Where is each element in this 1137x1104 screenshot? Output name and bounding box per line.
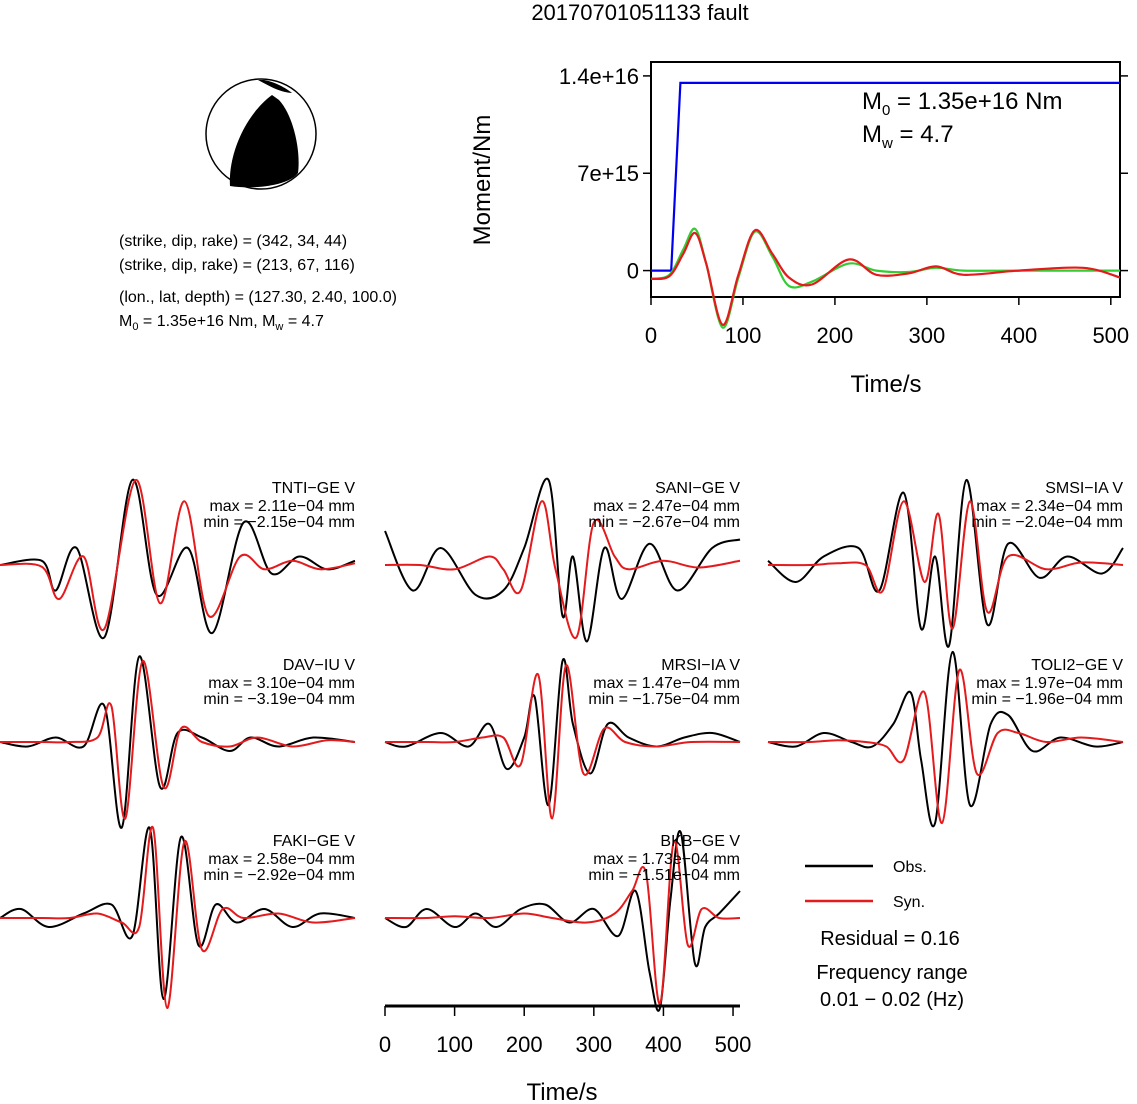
legend-syn-label: Syn. <box>893 894 925 911</box>
moment-xtick-label: 0 <box>645 323 657 348</box>
station-name-label: SANI−GE V <box>655 480 740 497</box>
waveform-obs-line <box>767 478 1124 648</box>
moment-rate-plot: 0 7e+15 1.4e+16 0 100 200 300 400 500 Moment/Nm… <box>469 61 1129 398</box>
moment-xtick-label: 300 <box>909 323 946 348</box>
waveform-obs-line <box>384 830 741 1012</box>
moment-xtick-label: 200 <box>817 323 854 348</box>
waveform-syn-line <box>384 840 741 1005</box>
waveform-obs-line <box>384 477 741 643</box>
waveform-syn-line <box>767 668 1124 825</box>
waveform-obs-line <box>0 655 356 829</box>
moment-ytick-label: 0 <box>627 259 639 284</box>
waveform-x-axis-label: Time/s <box>526 1079 597 1104</box>
waveform-xtick-label: 100 <box>436 1032 473 1057</box>
waveform-xtick-label: 0 <box>379 1032 391 1057</box>
hypocenter: (lon., lat, depth) = (127.30, 2.40, 100.… <box>119 289 397 306</box>
legend-obs-label: Obs. <box>893 859 927 876</box>
moment-xtick-label: 500 <box>1092 323 1129 348</box>
station-name-label: TNTI−GE V <box>272 480 355 497</box>
waveform-time-axis: 0 100 200 300 400 500 Time/s <box>379 1004 752 1104</box>
station-name-label: DAV−IU V <box>283 657 356 674</box>
waveform-xtick-label: 300 <box>575 1032 612 1057</box>
moment-xtick-label: 100 <box>725 323 762 348</box>
waveform-syn-line <box>0 659 356 820</box>
station-max-label: max = 2.58e−04 mm <box>208 851 355 868</box>
moment-line: M0 = 1.35e+16 Nm, Mw = 4.7 <box>119 313 324 333</box>
station-min-label: min = −1.96e−04 mm <box>971 691 1123 708</box>
moment-plot-frame <box>650 61 1121 298</box>
station-max-label: max = 3.10e−04 mm <box>208 675 355 692</box>
moment-series-3 <box>650 228 1121 326</box>
moment-ytick-label: 1.4e+16 <box>559 64 639 89</box>
waveform-syn-line <box>384 500 741 639</box>
station-min-label: min = −2.04e−04 mm <box>971 514 1123 531</box>
frequency-range-title: Frequency range <box>816 962 967 984</box>
moment-y-axis-label: Moment/Nm <box>469 115 496 246</box>
station-min-label: min = −2.15e−04 mm <box>203 514 355 531</box>
figure-title: 20170701051133 fault <box>531 0 748 25</box>
waveform-obs-line <box>0 478 356 639</box>
station-max-label: max = 1.97e−04 mm <box>976 675 1123 692</box>
station-max-label: max = 2.47e−04 mm <box>593 498 740 515</box>
station-min-label: min = −2.92e−04 mm <box>203 867 355 884</box>
nodal-plane-2: (strike, dip, rake) = (213, 67, 116) <box>119 257 355 274</box>
waveform-syn-line <box>0 825 356 1010</box>
station-name-label: BKB−GE V <box>660 833 740 850</box>
waveform-xtick-label: 400 <box>645 1032 682 1057</box>
station-min-label: min = −3.19e−04 mm <box>203 691 355 708</box>
waveform-syn-line <box>384 664 741 820</box>
moment-series-2 <box>650 227 1120 329</box>
station-min-label: min = −1.75e−04 mm <box>588 691 740 708</box>
station-name-label: FAKI−GE V <box>273 833 356 850</box>
nodal-plane-1: (strike, dip, rake) = (342, 34, 44) <box>119 233 347 250</box>
waveform-obs-line <box>0 826 356 1001</box>
station-max-label: max = 1.73e−04 mm <box>593 851 740 868</box>
station-min-label: min = −2.67e−04 mm <box>588 514 740 531</box>
moment-series-1 <box>651 81 1120 272</box>
moment-ytick-label: 7e+15 <box>577 161 639 186</box>
station-max-label: max = 1.47e−04 mm <box>593 675 740 692</box>
legend: Obs. Syn. Residual = 0.16 Frequency rang… <box>805 859 968 1011</box>
source-parameters: (strike, dip, rake) = (342, 34, 44) (str… <box>119 233 397 333</box>
waveform-xtick-label: 500 <box>715 1032 752 1057</box>
moment-annotation-mw: Mw = 4.7 <box>862 121 954 152</box>
moment-annotation-m0: M0 = 1.35e+16 Nm <box>862 88 1062 119</box>
station-max-label: max = 2.11e−04 mm <box>209 498 355 515</box>
station-name-label: MRSI−IA V <box>661 657 740 674</box>
waveform-syn-line <box>0 478 356 632</box>
focal-mechanism-beachball-icon <box>205 78 317 190</box>
moment-xtick-label: 400 <box>1000 323 1037 348</box>
residual-text: Residual = 0.16 <box>820 928 960 950</box>
waveform-obs-line <box>767 650 1124 828</box>
station-name-label: TOLI2−GE V <box>1031 657 1123 674</box>
station-min-label: min = −1.51e−04 mm <box>588 867 740 884</box>
frequency-range-value: 0.01 − 0.02 (Hz) <box>820 989 964 1011</box>
waveform-xtick-label: 200 <box>506 1032 543 1057</box>
station-name-label: SMSI−IA V <box>1045 480 1123 497</box>
moment-x-axis-label: Time/s <box>850 371 921 398</box>
station-max-label: max = 2.34e−04 mm <box>976 498 1123 515</box>
waveform-syn-line <box>767 500 1124 630</box>
